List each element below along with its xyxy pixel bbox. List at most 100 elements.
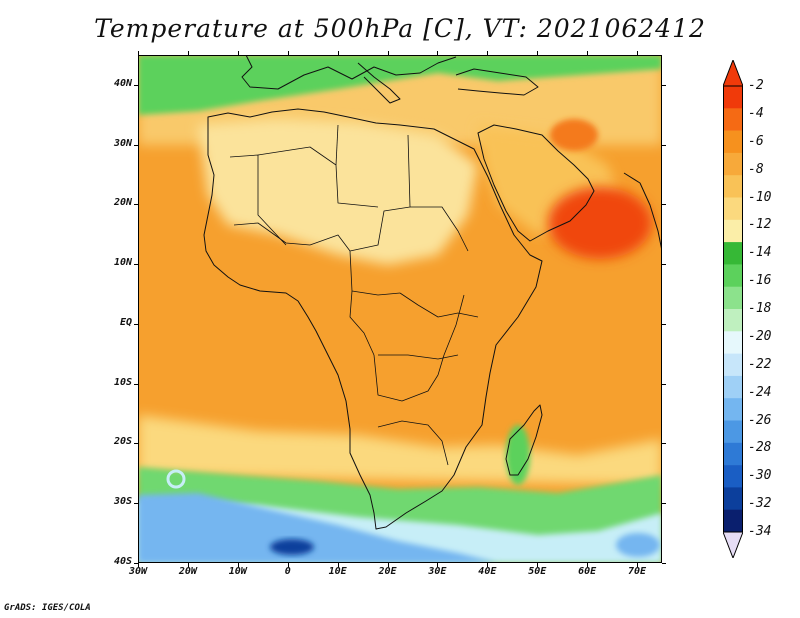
colorbar-segment <box>723 86 743 109</box>
axis-tick <box>437 51 439 55</box>
axis-tick <box>487 51 489 55</box>
field-madagascar-green <box>506 425 530 485</box>
colorbar-segment <box>723 152 743 176</box>
arabia-coastline <box>477 124 595 242</box>
india-coastline <box>623 172 662 252</box>
colorbar-label: -22 <box>748 356 772 372</box>
page-title: Temperature at 500hPa [C], VT: 202106241… <box>94 14 706 43</box>
colorbar-label: -16 <box>748 273 772 289</box>
axis-tick <box>134 383 138 385</box>
lat-tick-label: 30N <box>113 137 132 149</box>
colorbar-segment <box>723 130 743 154</box>
colorbar-segment <box>723 420 743 444</box>
lon-tick-label: 10W <box>228 566 247 577</box>
axis-tick <box>134 443 138 445</box>
lon-tick-label: 20E <box>378 566 397 577</box>
colorbar-label: -20 <box>748 328 772 344</box>
axis-tick <box>637 563 639 567</box>
colorbar-segment <box>723 398 743 421</box>
lon-tick-label: 10E <box>328 566 347 577</box>
colorbar-label: -18 <box>748 301 772 316</box>
lon-tick-label: 40E <box>478 566 497 577</box>
axis-tick <box>287 563 289 567</box>
colorbar-label: -14 <box>748 245 772 261</box>
lon-tick-label: 30W <box>128 566 148 577</box>
colorbar-label: -24 <box>748 384 772 400</box>
lon-tick-label: 0 <box>284 566 291 577</box>
colorbar-segment <box>723 108 743 131</box>
axis-tick <box>662 84 666 86</box>
lat-tick-label: 10S <box>113 376 132 388</box>
axis-tick <box>134 323 138 325</box>
colorbar-segment <box>723 487 743 510</box>
colorbar-label: -28 <box>748 440 772 456</box>
africa-coastline <box>203 108 543 530</box>
colorbar-segment <box>723 465 743 488</box>
colorbar-segment <box>723 442 743 466</box>
madagascar-coastline <box>505 404 543 476</box>
field-south-blue <box>138 493 498 563</box>
axis-tick <box>134 144 138 146</box>
field-deep-low <box>270 539 314 555</box>
colorbar-label: -34 <box>748 524 772 539</box>
axis-tick <box>187 563 189 567</box>
axis-tick <box>662 204 666 206</box>
field-hot-core <box>548 187 652 259</box>
colorbar-segment <box>723 353 743 377</box>
lat-tick-label: 40S <box>113 556 132 567</box>
axis-tick <box>287 51 289 55</box>
lat-tick-label: EQ <box>119 316 132 328</box>
colorbar-label: -10 <box>748 189 772 205</box>
axis-tick <box>637 51 639 55</box>
axis-tick <box>662 264 666 266</box>
shaded-field-layer <box>138 55 662 563</box>
axis-tick <box>138 563 139 567</box>
lat-tick-label: 20N <box>113 197 132 209</box>
lon-tick-label: 50E <box>528 566 547 577</box>
colorbar-segment <box>723 331 743 354</box>
axis-tick <box>134 563 138 564</box>
axis-tick <box>134 503 138 505</box>
colorbar-segment <box>723 309 743 332</box>
axis-tick <box>662 383 666 385</box>
colorbar-label: -32 <box>748 496 772 512</box>
colorbar-extend-bottom <box>723 531 743 558</box>
colorbar-label: -4 <box>748 105 764 121</box>
field-warm-spot-iran <box>550 119 598 151</box>
axis-tick <box>537 563 539 567</box>
axis-tick <box>337 563 339 567</box>
axis-tick <box>487 563 489 567</box>
axis-tick <box>387 51 389 55</box>
axis-tick <box>134 264 138 266</box>
axis-tick <box>187 51 189 55</box>
colorbar-label: -26 <box>748 412 772 428</box>
colorbar-label: -8 <box>748 161 764 177</box>
field-sahara-warm <box>198 119 478 265</box>
field-cyclone-ring <box>166 469 186 489</box>
colorbar-segment <box>723 286 743 310</box>
field-mediterranean-cold <box>138 55 662 115</box>
colorbar-segment <box>723 219 743 243</box>
colorbar <box>723 60 743 558</box>
axis-tick <box>662 563 666 564</box>
turkey-coastline <box>455 68 539 96</box>
axis-tick <box>662 144 666 146</box>
lat-tick-label: 40N <box>113 77 132 89</box>
axis-tick <box>134 204 138 206</box>
europe-coastline <box>241 55 457 90</box>
italy-coastline <box>357 62 401 104</box>
axis-tick <box>138 51 139 55</box>
colorbar-segment <box>723 264 743 287</box>
axis-tick <box>587 51 589 55</box>
colorbar-label: -12 <box>748 217 772 233</box>
lat-tick-label: 30S <box>113 496 132 508</box>
lat-tick-label: 20S <box>113 436 132 448</box>
axis-tick <box>237 563 239 567</box>
axis-tick <box>587 563 589 567</box>
colorbar-extend-top <box>723 60 743 87</box>
axis-tick <box>387 563 389 567</box>
axis-tick <box>662 323 666 325</box>
colorbar-segment <box>723 197 743 221</box>
axis-tick <box>662 443 666 445</box>
colorbar-label: -30 <box>748 468 772 484</box>
